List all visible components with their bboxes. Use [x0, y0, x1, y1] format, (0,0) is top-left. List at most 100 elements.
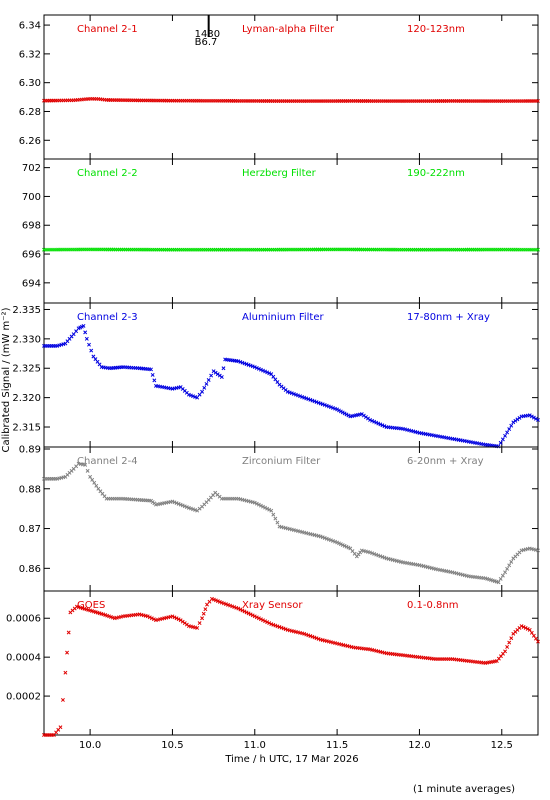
- data-point: [60, 698, 65, 702]
- y-tick-label: 6.30: [19, 78, 41, 89]
- data-point: [178, 502, 183, 507]
- data-point: [150, 372, 155, 377]
- x-tick-label: 12.5: [491, 740, 513, 751]
- chart-panels: 6.26 6.28 6.30 6.32 6.34 Channel 2-1 Lyman-alp…: [6, 14, 540, 751]
- data-point: [252, 365, 257, 370]
- data-point: [176, 501, 181, 506]
- data-point: [197, 621, 202, 626]
- data-point: [505, 566, 510, 571]
- data-point: [531, 415, 536, 420]
- data-point: [256, 616, 261, 621]
- y-tick-label: 2.335: [12, 305, 41, 316]
- data-point: [505, 430, 510, 435]
- data-point: [254, 365, 259, 370]
- data-point: [248, 612, 253, 617]
- data-point: [263, 505, 268, 510]
- data-point: [500, 437, 505, 442]
- data-point: [509, 423, 514, 428]
- filter-label: Aluminium Filter: [242, 312, 325, 323]
- data-point: [174, 501, 179, 506]
- y-tick-label: 2.330: [12, 334, 41, 345]
- data-point: [152, 378, 157, 383]
- data-point: [496, 580, 501, 585]
- data-point: [533, 636, 538, 641]
- panel-frame: [43, 302, 539, 448]
- data-point: [205, 602, 209, 607]
- x-tick-label: 11.5: [326, 740, 348, 751]
- data-point: [533, 416, 538, 421]
- data-point: [258, 617, 263, 622]
- data-point: [536, 418, 540, 422]
- data-point: [337, 408, 341, 413]
- y-tick-label: 6.26: [19, 136, 41, 147]
- data-point: [263, 619, 268, 624]
- data-point: [92, 480, 97, 485]
- data-point: [346, 413, 351, 418]
- y-tick-label: 0.88: [19, 484, 41, 495]
- data-point: [254, 615, 259, 620]
- data-point: [335, 407, 340, 412]
- y-tick-label: 0.86: [19, 564, 41, 575]
- data-point: [206, 378, 211, 382]
- data-point: [244, 610, 249, 615]
- footnote: (1 minute averages): [413, 784, 515, 795]
- data-point: [536, 639, 540, 644]
- data-point: [246, 611, 251, 616]
- data-point: [145, 614, 150, 619]
- data-point: [523, 626, 528, 630]
- data-point: [269, 508, 274, 513]
- y-tick-label: 0.87: [19, 524, 41, 535]
- data-point: [256, 366, 261, 371]
- y-tick-label: 0.0004: [6, 653, 41, 664]
- data-point: [505, 644, 510, 649]
- data-point: [81, 323, 86, 328]
- data-point: [267, 621, 272, 626]
- y-tick-label: 694: [22, 278, 41, 289]
- x-tick-label: 12.0: [408, 740, 430, 751]
- data-point: [256, 502, 261, 507]
- data-point: [174, 616, 179, 621]
- data-point: [265, 620, 270, 625]
- data-point: [338, 409, 343, 414]
- x-tick-label: 10.0: [79, 740, 101, 751]
- data-point: [500, 573, 505, 578]
- data-point: [519, 624, 524, 628]
- data-point: [149, 616, 154, 621]
- data-point: [74, 329, 79, 334]
- data-point: [219, 375, 224, 380]
- data-point: [265, 506, 270, 511]
- data-point: [238, 607, 243, 612]
- data-point: [66, 630, 71, 635]
- data-point: [252, 500, 257, 505]
- filter-label: Herzberg Filter: [242, 168, 317, 179]
- data-point: [267, 507, 272, 512]
- data-point: [65, 650, 70, 655]
- filter-label: Zirconium Filter: [242, 456, 321, 467]
- data-point: [90, 477, 95, 482]
- data-point: [261, 504, 265, 509]
- data-point: [374, 420, 379, 425]
- band-label: 0.1-0.8nm: [407, 600, 459, 611]
- x-axis-label: Time / h UTC, 17 Mar 2026: [224, 754, 358, 765]
- y-tick-label: 0.0006: [6, 614, 41, 625]
- x-tick-label: 11.0: [244, 740, 266, 751]
- data-point: [503, 649, 508, 654]
- band-label: 17-80nm + Xray: [407, 312, 490, 323]
- data-point: [267, 371, 272, 376]
- data-point: [221, 366, 226, 371]
- data-point: [536, 99, 540, 103]
- panel-4: 0.86 0.87 0.88 0.89 Channel 2-4 Zirconium Fil…: [19, 444, 540, 592]
- data-point: [275, 520, 280, 525]
- data-point: [370, 418, 375, 423]
- y-axis-label: Calibrated Signal / (mW m⁻²): [1, 307, 12, 452]
- data-point: [498, 576, 503, 581]
- data-point: [83, 462, 88, 467]
- data-point: [536, 548, 540, 553]
- data-point: [258, 503, 263, 508]
- data-point: [170, 614, 175, 619]
- data-point: [509, 636, 514, 641]
- data-point: [265, 370, 270, 375]
- data-point: [378, 422, 383, 427]
- channel-label: Channel 2-4: [77, 456, 138, 467]
- data-point: [271, 512, 276, 517]
